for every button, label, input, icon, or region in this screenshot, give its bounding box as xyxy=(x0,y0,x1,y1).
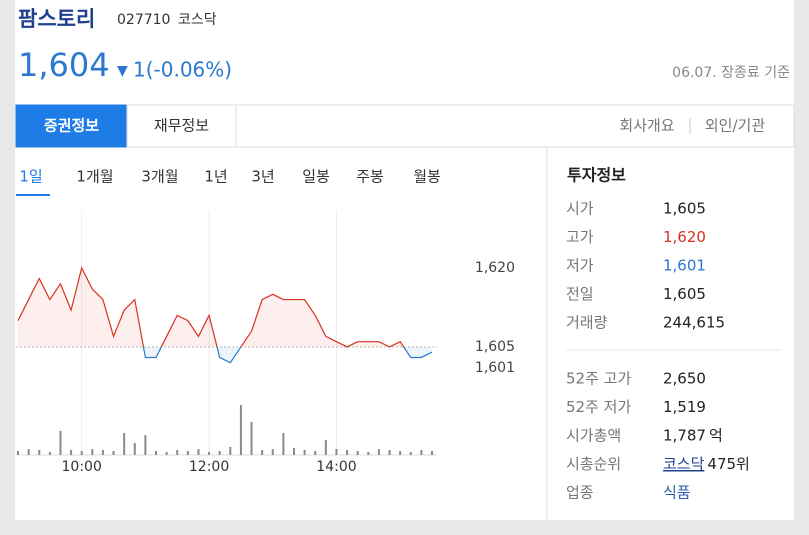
tab[interactable] xyxy=(126,104,237,148)
volume-bar xyxy=(123,433,126,455)
info-value[interactable]: 코스닥 xyxy=(663,455,705,473)
info-suffix: 억 xyxy=(709,427,723,445)
volume-bar xyxy=(431,451,433,455)
volume-bar xyxy=(38,450,41,455)
volume-bar xyxy=(261,450,264,455)
volume-bar xyxy=(91,449,94,455)
volume-bar xyxy=(70,450,73,455)
period-tab[interactable]: 3개월 xyxy=(141,168,178,186)
volume-bar xyxy=(324,440,327,455)
volume-bar xyxy=(229,447,232,455)
volume-bar xyxy=(186,451,189,455)
volume-bar xyxy=(293,448,295,455)
volume-bar xyxy=(101,450,104,455)
price: 1,604 xyxy=(18,46,110,84)
volume-bar xyxy=(250,422,253,455)
direction: ▼ xyxy=(117,63,128,79)
tab-label[interactable]: 증권정보 xyxy=(44,117,99,135)
info-value: 244,615 xyxy=(663,314,725,332)
y-tick-label: 1,620 xyxy=(475,260,515,276)
period-tab[interactable]: 1개월 xyxy=(76,168,113,186)
volume-bar xyxy=(367,452,370,455)
volume-bar xyxy=(346,450,349,455)
volume-bar xyxy=(335,449,338,455)
volume-bar xyxy=(208,452,211,455)
info-value: 1,605 xyxy=(663,200,706,218)
change: 1(-0.06%) xyxy=(133,58,232,82)
y-tick-label: 1,601 xyxy=(475,360,515,376)
tab-link[interactable]: 외인/기관 xyxy=(705,117,765,135)
info-label: 거래량 xyxy=(566,314,608,332)
info-label: 52주 고가 xyxy=(566,370,631,388)
volume-bar xyxy=(59,431,62,455)
price-line-below xyxy=(142,346,433,364)
period-tab[interactable]: 3년 xyxy=(251,168,274,186)
info-label: 52주 저가 xyxy=(566,398,631,416)
volume-bar xyxy=(48,452,51,455)
volume-bar xyxy=(356,451,359,455)
info-title: 투자정보 xyxy=(567,166,626,185)
volume-bar xyxy=(112,451,115,455)
info-label: 저가 xyxy=(566,257,594,275)
info-label: 업종 xyxy=(566,484,594,502)
volume-bar xyxy=(155,451,157,455)
volume-bar xyxy=(17,451,19,455)
info-value[interactable]: 식품 xyxy=(663,484,691,502)
volume-bar xyxy=(218,451,221,455)
info-value: 1,601 xyxy=(663,257,706,275)
volume-bar xyxy=(133,443,136,455)
y-tick-label: 1,605 xyxy=(475,339,515,355)
volume-bar xyxy=(303,450,306,455)
info-label: 전일 xyxy=(566,285,594,303)
volume-bar xyxy=(165,452,168,455)
period-tab[interactable]: 1년 xyxy=(204,168,227,186)
info-value: 1,519 xyxy=(663,398,706,416)
stock-code: 027710 xyxy=(117,12,170,28)
period-tab[interactable]: 월봉 xyxy=(413,168,441,186)
volume-bar xyxy=(377,449,380,455)
info-value: 2,650 xyxy=(663,370,706,388)
period-tab[interactable]: 1일 xyxy=(19,168,42,186)
volume-bar xyxy=(399,451,402,455)
area-up xyxy=(18,268,432,347)
info-value: 1,605 xyxy=(663,285,706,303)
info-label: 시가총액 xyxy=(566,427,621,445)
x-tick-label: 14:00 xyxy=(316,459,356,475)
volume-bar xyxy=(314,451,317,455)
volume-bar xyxy=(27,449,30,455)
price-line xyxy=(17,266,405,347)
info-label: 고가 xyxy=(566,228,594,246)
x-tick-label: 10:00 xyxy=(62,459,102,475)
period-tab[interactable]: 일봉 xyxy=(302,168,330,186)
info-value: 1,620 xyxy=(663,228,706,246)
tab-label[interactable]: 재무정보 xyxy=(154,117,209,135)
tab-link[interactable]: 회사개요 xyxy=(619,117,674,135)
volume-bar xyxy=(282,433,285,455)
volume-bar xyxy=(271,449,274,455)
volume-bar xyxy=(80,451,83,455)
volume-bar xyxy=(388,450,391,455)
volume-bar xyxy=(239,405,242,455)
volume-bar xyxy=(197,449,200,455)
x-tick-label: 12:00 xyxy=(189,459,229,475)
volume-bar xyxy=(409,452,412,455)
market: 코스닥 xyxy=(178,12,217,28)
info-value: 1,787 xyxy=(663,427,706,445)
volume-bar xyxy=(420,450,423,455)
volume-bar xyxy=(144,435,147,455)
stock-widget xyxy=(15,0,794,520)
info-label: 시가 xyxy=(566,200,594,218)
tab[interactable] xyxy=(15,104,128,148)
info-label: 시총순위 xyxy=(566,455,621,473)
stock-name: 팜스토리 xyxy=(18,7,95,31)
info-suffix: 475위 xyxy=(707,455,749,473)
period-tab[interactable]: 주봉 xyxy=(356,168,384,186)
date: 06.07. 장종료 기준 xyxy=(672,65,790,81)
volume-bar xyxy=(176,450,179,455)
